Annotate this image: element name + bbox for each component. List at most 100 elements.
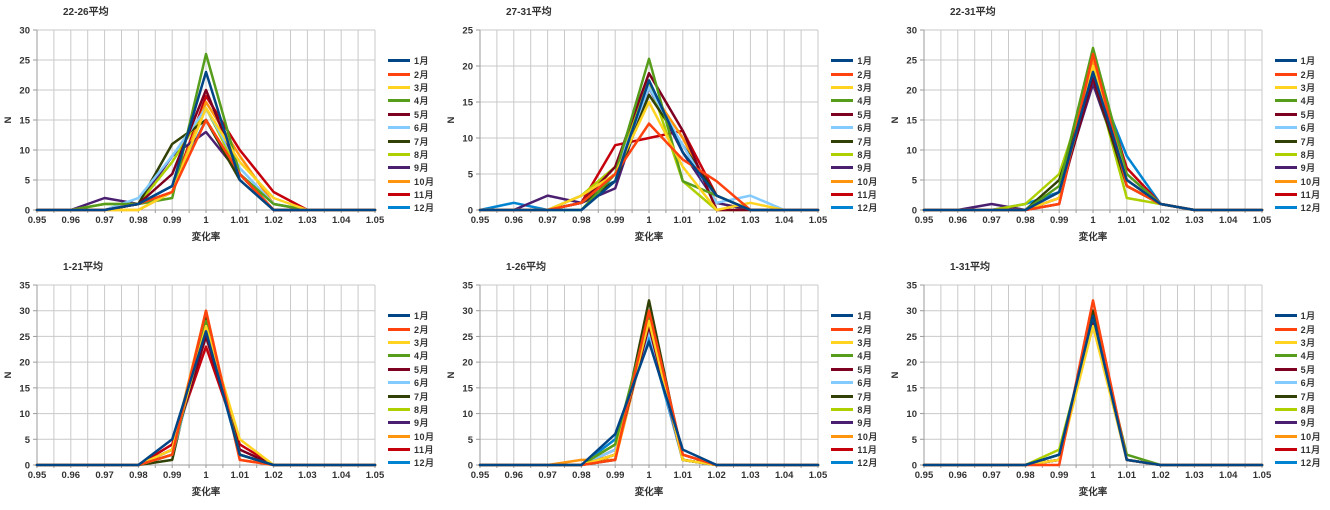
legend-swatch-line	[831, 327, 854, 331]
gridlines	[919, 284, 1263, 468]
legend-item-month-10: 10月	[388, 175, 443, 188]
legend-label: 10月	[1300, 176, 1322, 187]
y-tick-label: 30	[19, 306, 30, 317]
y-tick-label: 10	[463, 409, 474, 420]
x-tick-label: 0.98	[572, 215, 591, 226]
x-tick-label: 0.99	[1050, 470, 1069, 481]
legend-swatch-line	[388, 340, 410, 344]
y-axis-title: N	[446, 371, 457, 378]
legend-item-month-4: 4月	[1274, 349, 1330, 362]
legend-item-month-7: 7月	[831, 389, 886, 402]
y-tick-label: 5	[25, 435, 31, 446]
series-line-month-1	[35, 70, 377, 212]
x-tick-label: 1.03	[1185, 215, 1204, 226]
legend-item-month-6: 6月	[1274, 376, 1330, 389]
legend-item-month-11: 11月	[1274, 188, 1330, 201]
legend-item-month-10: 10月	[831, 175, 886, 188]
x-tick-label: 1.03	[741, 215, 760, 226]
plot-layers: 0 5 10 15 20 25 30 0.95 0.96 0.97 0.98 0.99 1 1.01 1.0…	[19, 26, 385, 227]
legend-label: 10月	[1300, 431, 1322, 442]
legend-label: 7月	[1300, 136, 1316, 147]
legend-item-month-1: 1月	[831, 309, 886, 322]
series-line-month-1	[922, 70, 1263, 212]
legend-label: 9月	[414, 418, 430, 429]
x-tick-label: 1	[203, 470, 209, 481]
plot-layers: 0 5 10 15 20 25 0.95 0.96 0.97 0.98 0.99 1 1.01 1.02 1…	[463, 26, 829, 227]
legend-swatch-line	[831, 99, 854, 103]
chart-panel-1-26: 0 5 10 15 20 25 30 35 0.95 0.96 0.97 0.98 0.99 1 1.01 1…	[443, 255, 886, 510]
series-lines	[35, 52, 377, 212]
x-axis-title: 変化率	[192, 231, 221, 243]
legend-label: 4月	[414, 351, 430, 362]
legend-item-month-2: 2月	[1274, 322, 1330, 335]
legend-swatch-line	[1274, 448, 1297, 452]
legend-swatch-line	[1274, 327, 1297, 331]
x-axis-title: 変化率	[192, 486, 221, 498]
legend-label: 10月	[857, 176, 878, 187]
x-axis-title: 変化率	[635, 231, 664, 243]
legend-item-month-12: 12月	[388, 456, 443, 469]
legend-item-month-5: 5月	[1274, 108, 1330, 121]
legend-label: 4月	[1300, 351, 1316, 362]
series-line-month-1	[35, 330, 377, 467]
legend-label: 2月	[414, 69, 430, 80]
legend-item-month-7: 7月	[1274, 134, 1330, 147]
y-tick-label: 5	[25, 176, 31, 187]
y-tick-label: 25	[906, 56, 917, 67]
x-tick-label: 1.03	[1185, 470, 1204, 481]
x-tick-label: 0.99	[163, 470, 182, 481]
legend-swatch-line	[831, 394, 854, 398]
legend-swatch-line	[831, 461, 854, 465]
legend-item-month-4: 4月	[388, 349, 443, 362]
legend-swatch-line	[831, 112, 854, 116]
x-tick-label: 0.99	[606, 470, 625, 481]
series-lines	[479, 57, 820, 212]
legend-swatch-line	[831, 421, 854, 425]
x-tick-label: 1	[203, 215, 209, 226]
y-tick-label: 35	[19, 281, 30, 292]
legend-swatch-line	[1274, 179, 1297, 183]
legend-item-month-11: 11月	[388, 443, 443, 456]
legend-item-month-1: 1月	[388, 54, 443, 67]
legend-label: 9月	[857, 418, 873, 429]
legend-label: 11月	[1300, 190, 1321, 201]
legend-label: 11月	[1300, 445, 1321, 456]
y-tick-label: 10	[906, 146, 917, 157]
legend-label: 8月	[414, 149, 430, 160]
legend-label: 3月	[1300, 82, 1316, 93]
x-tick-label: 0.95	[28, 215, 47, 226]
legend-item-month-6: 6月	[388, 121, 443, 134]
x-tick-label: 0.96	[948, 470, 967, 481]
y-tick-label: 5	[468, 170, 474, 181]
legend-swatch-line	[388, 85, 410, 89]
legend-item-month-10: 10月	[831, 430, 886, 443]
x-tick-label: 0.95	[471, 470, 490, 481]
legend-item-month-5: 5月	[831, 108, 886, 121]
x-tick-label: 1.02	[264, 215, 283, 226]
legend-item-month-7: 7月	[388, 134, 443, 147]
legend-label: 1月	[414, 311, 430, 322]
x-tick-label: 0.97	[539, 215, 558, 226]
legend-label: 12月	[1300, 203, 1322, 214]
legend-swatch-line	[831, 193, 854, 197]
x-tick-label: 0.97	[95, 215, 114, 226]
legend-swatch-line	[388, 327, 410, 331]
chart-title: 22-26平均	[63, 5, 109, 18]
legend-label: 2月	[414, 324, 430, 335]
legend-label: 11月	[414, 190, 435, 201]
legend-label: 6月	[857, 123, 873, 134]
x-tick-label: 1.01	[1117, 215, 1136, 226]
x-tick-label: 0.98	[1016, 470, 1035, 481]
x-tick-label: 1.04	[332, 470, 351, 481]
y-tick-label: 10	[19, 409, 30, 420]
legend-swatch-line	[388, 179, 410, 183]
chart-title: 1-31平均	[950, 260, 990, 273]
plot-area-1-31: 0 5 10 15 20 25 30 35 0.95 0.96 0.97 0.98 0.99 1 1.01 1…	[890, 260, 1272, 498]
legend-swatch-line	[1274, 193, 1297, 197]
legend-item-month-3: 3月	[831, 81, 886, 94]
legend-label: 11月	[414, 445, 435, 456]
x-tick-label: 1.05	[1252, 215, 1271, 226]
y-tick-label: 0	[911, 206, 916, 217]
x-tick-label: 0.99	[606, 215, 625, 226]
plot-area-1-21: 0 5 10 15 20 25 30 35 0.95 0.96 0.97 0.98 0.99 1 1.01 1…	[3, 260, 385, 498]
